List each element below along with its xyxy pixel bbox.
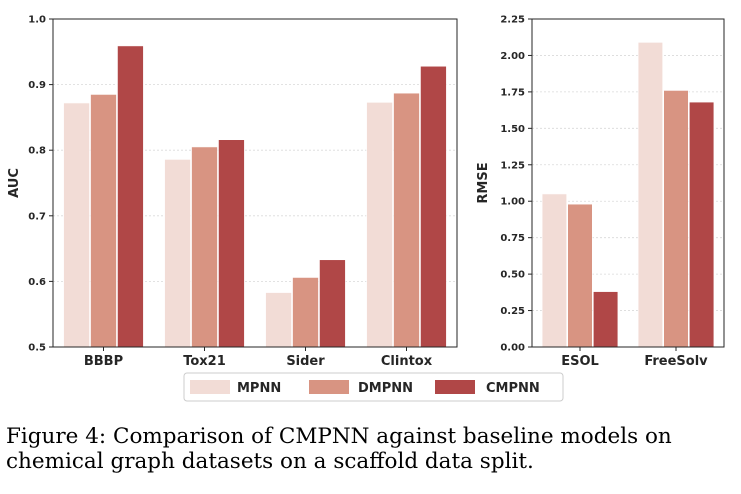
y-axis-label: AUC — [7, 168, 22, 198]
x-tick-label: BBBP — [84, 354, 123, 369]
y-tick-label: 0.50 — [500, 270, 525, 281]
y-tick-label: 0.8 — [28, 146, 46, 157]
chart-panel-1: BBBP Tox21 Sider Clintox 0.5 0.6 0.7 0.8 0.9 1.0 A… — [7, 15, 458, 369]
legend-label-dmpnn: DMPNN — [358, 381, 413, 396]
bar-mpnn-clintox — [366, 102, 393, 348]
bar-dmpnn-clintox — [393, 92, 420, 348]
y-tick-label: 1.0 — [28, 15, 46, 26]
bar-dmpnn-freesolv — [663, 90, 689, 348]
legend: MPNN DMPNN CMPNN — [183, 372, 564, 402]
bar-cmpnn-sider — [319, 259, 346, 348]
x-tick-label: FreeSolv — [644, 354, 708, 369]
bar-cmpnn-bbbp — [117, 45, 144, 348]
y-tick-label: 0.5 — [28, 343, 46, 354]
y-tick-label: 0.7 — [28, 211, 46, 222]
y-tick-label: 0.9 — [28, 80, 46, 91]
y-tick-label: 0.25 — [500, 306, 525, 317]
bar-mpnn-bbbp — [63, 102, 90, 348]
y-tick-label: 1.25 — [500, 160, 525, 171]
bar-cmpnn-clintox — [420, 65, 447, 348]
x-tick-label: Clintox — [381, 354, 433, 369]
legend-swatch-cmpnn — [435, 380, 475, 394]
bar-mpnn-esol — [541, 193, 567, 348]
plot-frame — [531, 18, 725, 348]
bar-mpnn-tox21 — [164, 159, 191, 348]
bar-mpnn-sider — [265, 292, 292, 348]
bar-dmpnn-sider — [292, 277, 319, 348]
plot-frame — [52, 18, 458, 348]
y-tick-label: 2.00 — [500, 51, 525, 62]
bar-cmpnn-esol — [592, 291, 619, 348]
bar-dmpnn-esol — [567, 203, 593, 348]
chart-panel-2: ESOL FreeSolv 0.00 0.25 0.50 0.75 1.00 1.25 1.50… — [476, 15, 725, 369]
figure: BBBP Tox21 Sider Clintox 0.5 0.6 0.7 0.8 0.9 1.0 A… — [7, 15, 725, 402]
bar-cmpnn-tox21 — [218, 139, 245, 348]
y-tick-label: 1.75 — [500, 87, 525, 98]
legend-swatch-dmpnn — [309, 380, 349, 394]
y-tick-label: 0.6 — [28, 277, 46, 288]
bar-cmpnn-freesolv — [688, 101, 715, 348]
y-tick-label: 1.00 — [500, 197, 525, 208]
y-tick-label: 0.00 — [500, 343, 525, 354]
y-tick-label: 2.25 — [500, 15, 525, 26]
y-tick-label: 0.75 — [500, 233, 525, 244]
legend-label-cmpnn: CMPNN — [486, 381, 540, 396]
y-axis-label: RMSE — [476, 162, 491, 203]
bar-dmpnn-bbbp — [90, 94, 117, 348]
bar-dmpnn-tox21 — [191, 146, 218, 348]
x-tick-label: Tox21 — [183, 354, 226, 369]
y-tick-label: 1.50 — [500, 124, 525, 135]
figure-caption: Figure 4: Comparison of CMPNN against ba… — [6, 424, 672, 474]
bar-mpnn-freesolv — [637, 42, 663, 348]
legend-label-mpnn: MPNN — [237, 381, 281, 396]
x-tick-label: ESOL — [561, 354, 599, 369]
legend-swatch-mpnn — [190, 380, 230, 394]
x-tick-label: Sider — [286, 354, 325, 369]
